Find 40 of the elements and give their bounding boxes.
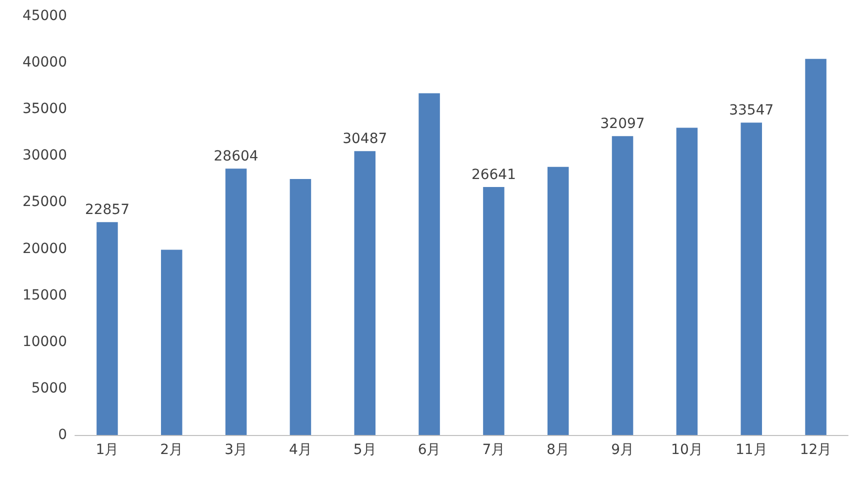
y-tick-label: 45000	[22, 8, 67, 24]
bar	[160, 250, 182, 435]
data-label: 26641	[471, 166, 516, 183]
y-tick-label: 35000	[22, 101, 67, 118]
bar	[547, 166, 569, 435]
bar	[418, 93, 440, 435]
x-tick-label: 12月	[800, 442, 832, 458]
bar	[805, 58, 826, 435]
x-tick-label: 3月	[224, 442, 248, 458]
x-tick-label: 5月	[353, 442, 376, 458]
bar	[740, 122, 762, 435]
x-tick-label: 4月	[288, 442, 312, 458]
y-tick-label: 40000	[22, 54, 67, 71]
x-tick-label: 1月	[96, 442, 119, 458]
x-tick-label: 7月	[482, 442, 506, 458]
y-tick-label: 20000	[22, 240, 67, 257]
data-label: 28604	[214, 148, 258, 165]
bar	[676, 128, 698, 435]
x-tick-label: 10月	[671, 442, 703, 458]
x-tick-label: 11月	[735, 442, 768, 458]
y-tick-label: 0	[58, 427, 67, 443]
y-tick-label: 10000	[22, 334, 67, 350]
data-label: 33547	[729, 102, 774, 119]
bar	[483, 186, 504, 435]
x-tick-label: 2月	[160, 442, 184, 458]
bar	[225, 168, 247, 435]
data-label: 30487	[342, 131, 388, 148]
x-tick-label: 6月	[418, 442, 441, 458]
y-tick-label: 25000	[22, 194, 67, 210]
bar	[354, 151, 376, 435]
y-tick-label: 30000	[22, 148, 67, 164]
x-tick-label: 9月	[611, 442, 634, 458]
y-tick-label: 15000	[22, 287, 67, 304]
data-label: 32097	[600, 116, 645, 132]
y-tick-label: 5000	[31, 380, 67, 396]
bar	[612, 136, 634, 435]
bar	[96, 222, 118, 435]
data-label: 22857	[84, 202, 130, 218]
x-tick-label: 8月	[546, 442, 570, 458]
bar	[290, 178, 312, 435]
